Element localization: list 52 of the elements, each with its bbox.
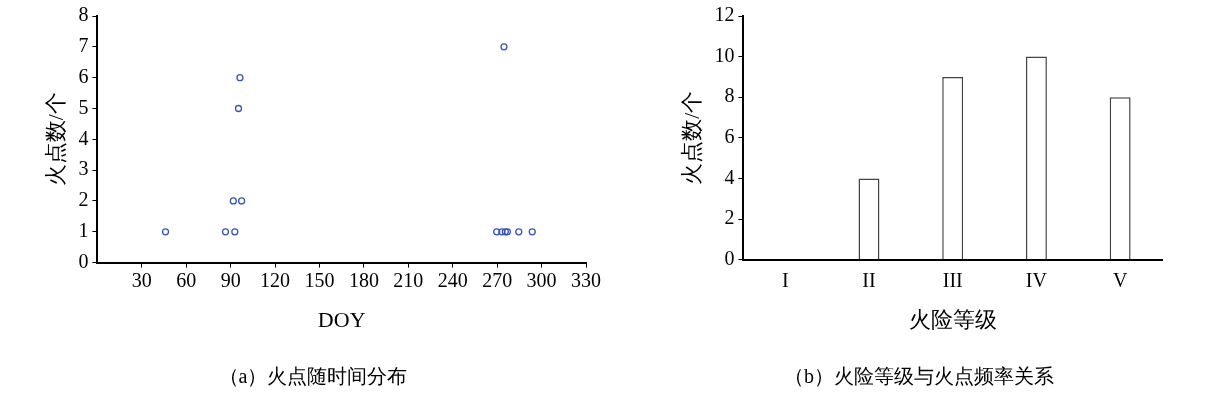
point: [229, 197, 237, 205]
y-tick-label: 7: [78, 34, 89, 57]
x-tick-label: 270: [482, 268, 513, 291]
x-tick-label: 240: [437, 268, 468, 291]
y-tick-label: 6: [78, 64, 89, 87]
x-tick-label: 120: [260, 268, 291, 291]
point: [498, 228, 506, 236]
x-tick-label: 300: [526, 268, 557, 291]
point: [231, 228, 239, 236]
y-tick-label: 10: [714, 43, 735, 66]
y-tick-label: 4: [78, 126, 89, 149]
y-tick-label: 4: [724, 165, 735, 188]
y-tick-label: 2: [724, 206, 735, 229]
x-tick-label: V: [1112, 268, 1128, 291]
point: [503, 228, 512, 236]
x-tick-label: IV: [1025, 268, 1048, 291]
y-axis-title: 火点数/个: [678, 90, 704, 185]
x-tick-label: III: [942, 268, 963, 291]
point: [528, 228, 536, 236]
point: [501, 228, 509, 236]
x-tick-label: 60: [176, 268, 197, 291]
point: [221, 228, 230, 236]
point: [500, 43, 508, 51]
point: [493, 228, 501, 236]
y-tick-label: 12: [714, 3, 735, 26]
x-axis-title: 火险等级: [908, 306, 997, 332]
y-tick-label: 0: [724, 246, 735, 269]
y-tick-label: 2: [78, 188, 89, 211]
x-tick-label: 330: [571, 268, 601, 291]
x-tick-label: 150: [304, 268, 335, 291]
x-tick-label: 210: [393, 268, 424, 291]
point: [236, 74, 244, 82]
y-tick-label: 3: [78, 157, 89, 180]
y-axis-title: 火点数/个: [42, 92, 68, 187]
x-tick-label: I: [781, 268, 789, 291]
y-tick-label: 6: [724, 125, 735, 148]
x-tick-label: 30: [131, 268, 152, 291]
y-tick-label: 8: [78, 3, 89, 26]
x-axis-title: DOY: [317, 306, 366, 332]
y-tick-label: 1: [78, 219, 89, 242]
x-tick-label: II: [862, 268, 876, 291]
text: （b）火险等级与火点频率关系: [784, 365, 1054, 388]
y-tick-label: 8: [724, 84, 735, 107]
point: [234, 104, 243, 113]
y-tick-label: 5: [78, 95, 89, 118]
point: [515, 228, 523, 236]
x-tick-label: 90: [220, 268, 241, 291]
x-tick-label: 180: [348, 268, 379, 291]
text: （a）火点随时间分布: [218, 365, 408, 388]
y-tick-label: 0: [78, 249, 89, 272]
point: [237, 197, 246, 205]
point: [161, 228, 170, 236]
